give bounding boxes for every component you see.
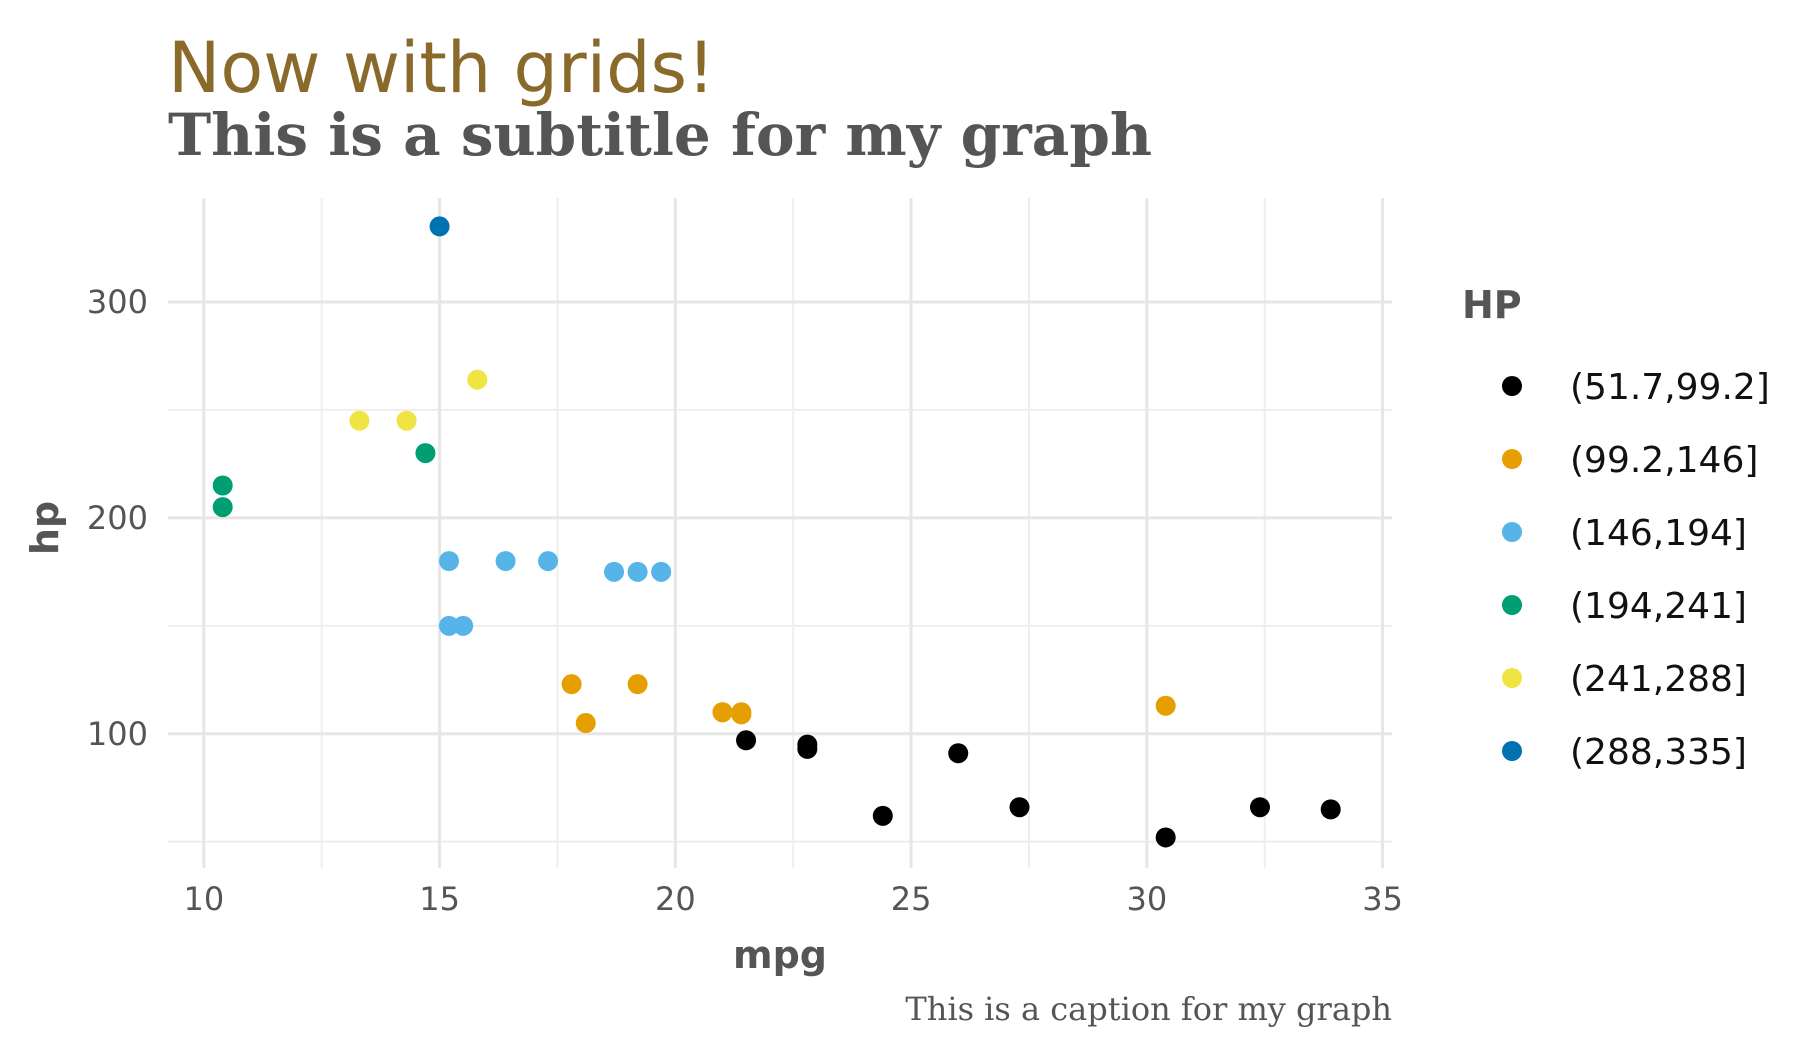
- legend: (51.7,99.2] (99.2,146] (146,194] (194,241] (…: [1502, 367, 1770, 773]
- legend-label: (51.7,99.2]: [1570, 367, 1770, 408]
- data-point: [712, 702, 733, 723]
- x-axis-ticks: 10 15 20 25 30 35: [183, 880, 1402, 918]
- x-axis-title: mpg: [733, 933, 827, 977]
- data-point: [538, 551, 559, 572]
- y-axis-title: hp: [23, 501, 67, 555]
- data-point: [1320, 799, 1341, 820]
- legend-label: (194,241]: [1570, 586, 1747, 627]
- legend-key: [1502, 449, 1522, 469]
- data-point: [561, 674, 582, 695]
- legend-label: (99.2,146]: [1570, 440, 1758, 481]
- x-tick-label: 20: [655, 880, 696, 918]
- data-point: [651, 561, 672, 582]
- data-point: [349, 410, 370, 431]
- data-point: [1009, 797, 1030, 818]
- data-point: [627, 674, 648, 695]
- legend-label: (146,194]: [1570, 513, 1747, 554]
- legend-label: (241,288]: [1570, 659, 1747, 700]
- data-point: [736, 730, 757, 751]
- data-point: [948, 743, 969, 764]
- data-point: [467, 369, 488, 390]
- legend-key: [1502, 522, 1522, 542]
- chart-subtitle: This is a subtitle for my graph: [168, 101, 1152, 169]
- legend-key: [1502, 741, 1522, 761]
- x-tick-label: 10: [183, 880, 224, 918]
- data-point: [1249, 797, 1270, 818]
- data-point: [731, 702, 752, 723]
- legend-key: [1502, 595, 1522, 615]
- legend-key: [1502, 376, 1522, 396]
- x-tick-label: 35: [1362, 880, 1403, 918]
- legend-key: [1502, 668, 1522, 688]
- data-point: [439, 551, 460, 572]
- y-tick-label: 300: [87, 283, 148, 321]
- data-point: [495, 551, 516, 572]
- data-point: [1155, 827, 1176, 848]
- x-tick-label: 15: [419, 880, 460, 918]
- data-point: [627, 561, 648, 582]
- data-point: [872, 805, 893, 826]
- data-point: [212, 497, 233, 518]
- data-point: [1155, 695, 1176, 716]
- data-point: [604, 561, 625, 582]
- data-point: [429, 216, 450, 237]
- data-point: [797, 734, 818, 755]
- legend-title: HP: [1462, 283, 1522, 327]
- chart-title: Now with grids!: [168, 27, 715, 109]
- data-point: [439, 615, 460, 636]
- chart-caption: This is a caption for my graph: [905, 990, 1392, 1028]
- y-tick-label: 200: [87, 499, 148, 537]
- y-axis-ticks: 100 200 300: [87, 283, 148, 753]
- x-tick-label: 25: [891, 880, 932, 918]
- legend-label: (288,335]: [1570, 732, 1747, 773]
- y-tick-label: 100: [87, 715, 148, 753]
- data-point: [212, 475, 233, 496]
- data-point: [415, 443, 436, 464]
- data-point: [575, 713, 596, 734]
- data-point: [453, 615, 474, 636]
- grid-lines: [168, 198, 1392, 868]
- data-point: [396, 410, 417, 431]
- x-tick-label: 30: [1126, 880, 1167, 918]
- data-points: [212, 216, 1341, 848]
